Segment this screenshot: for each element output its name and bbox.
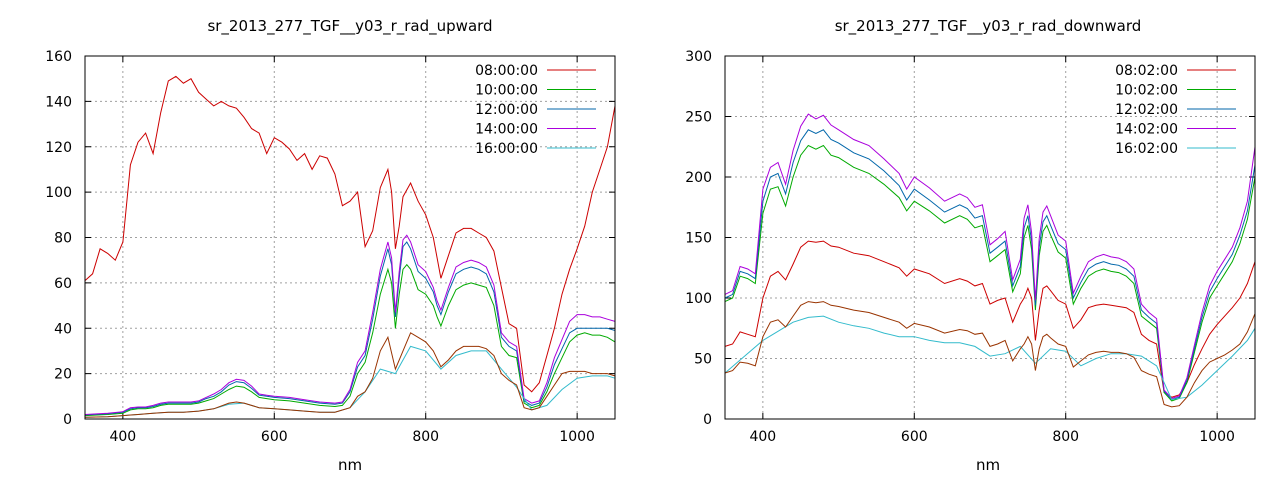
grid [85, 56, 615, 419]
series-line [724, 315, 1256, 401]
axis-ticks: 400 600 800 1000 0 50 100 150 200 250 300 [685, 49, 1255, 445]
chart-title: sr_2013_277_TGF__y03_r_rad_upward [207, 17, 492, 36]
legend: 08:00:00 10:00:00 12:00:00 14:00:00 16:00:00 [475, 63, 596, 157]
series-line [724, 301, 1256, 408]
x-tick-label: 600 [261, 429, 288, 445]
y-tick-label: 80 [54, 231, 72, 247]
y-tick-label: 200 [685, 170, 712, 186]
legend-label: 14:00:00 [475, 122, 538, 138]
series-line [84, 241, 616, 416]
y-tick-label: 40 [54, 321, 72, 337]
series-line [84, 234, 616, 415]
y-tick-label: 140 [45, 94, 72, 110]
y-tick-label: 0 [63, 412, 72, 428]
legend-label: 10:00:00 [475, 83, 538, 99]
series-line [84, 332, 616, 418]
axis-ticks: 400 600 800 1000 0 20 40 60 80 100 120 140 160 [45, 49, 615, 445]
x-tick-label: 400 [749, 429, 776, 445]
y-tick-label: 100 [45, 185, 72, 201]
y-tick-label: 150 [685, 231, 712, 247]
series-lines [84, 75, 616, 418]
y-tick-label: 20 [54, 367, 72, 383]
y-tick-label: 50 [694, 352, 712, 368]
y-tick-label: 300 [685, 49, 712, 65]
legend-label: 16:02:00 [1115, 141, 1178, 157]
x-tick-label: 1000 [1199, 429, 1235, 445]
legend-label: 08:00:00 [475, 63, 538, 79]
legend-label: 12:00:00 [475, 102, 538, 118]
plot-frame [724, 55, 1256, 420]
legend-label: 12:02:00 [1115, 102, 1178, 118]
y-tick-label: 250 [685, 110, 712, 126]
x-tick-label: 800 [412, 429, 439, 445]
series-line [84, 75, 616, 393]
chart-title: sr_2013_277_TGF__y03_r_rad_downward [835, 17, 1142, 36]
y-tick-label: 120 [45, 140, 72, 156]
legend-label: 08:02:00 [1115, 63, 1178, 79]
y-tick-label: 160 [45, 49, 72, 65]
x-axis-label: nm [338, 456, 362, 474]
grid [725, 56, 1255, 419]
chart-upward: sr_2013_277_TGF__y03_r_rad_upward 400 600… [45, 17, 616, 474]
y-tick-label: 60 [54, 276, 72, 292]
series-lines [724, 113, 1256, 408]
legend: 08:02:00 10:02:00 12:02:00 14:02:00 16:02:00 [1115, 63, 1236, 157]
legend-label: 10:02:00 [1115, 83, 1178, 99]
series-line [724, 240, 1256, 398]
series-line [724, 129, 1256, 401]
legend-label: 16:00:00 [475, 141, 538, 157]
x-tick-label: 1000 [559, 429, 595, 445]
x-tick-label: 800 [1052, 429, 1079, 445]
x-tick-label: 400 [109, 429, 136, 445]
y-tick-label: 0 [703, 412, 712, 428]
series-line [84, 263, 616, 417]
y-tick-label: 100 [685, 291, 712, 307]
series-line [724, 144, 1256, 402]
x-axis-label: nm [976, 456, 1000, 474]
x-tick-label: 600 [901, 429, 928, 445]
plot-frame [84, 55, 616, 420]
legend-label: 14:02:00 [1115, 122, 1178, 138]
chart-downward: sr_2013_277_TGF__y03_r_rad_downward 400 6… [685, 17, 1256, 474]
